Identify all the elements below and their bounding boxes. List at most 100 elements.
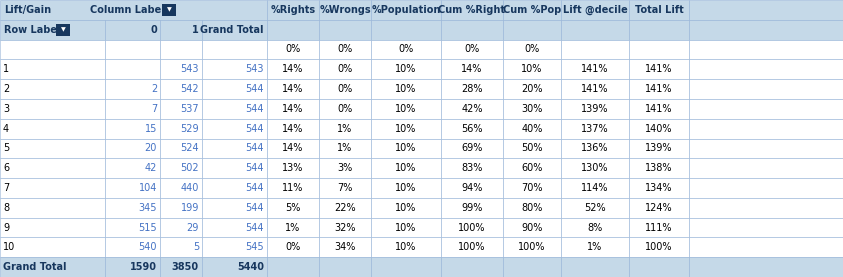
Bar bbox=[629, 99, 689, 119]
Bar bbox=[441, 20, 503, 40]
Bar bbox=[371, 158, 441, 178]
Bar bbox=[503, 99, 561, 119]
Bar bbox=[105, 119, 160, 138]
Text: %Rights: %Rights bbox=[271, 5, 315, 15]
Bar bbox=[160, 59, 202, 79]
Text: 537: 537 bbox=[180, 104, 199, 114]
Bar bbox=[629, 59, 689, 79]
Text: 11%: 11% bbox=[282, 183, 303, 193]
Bar bbox=[561, 99, 629, 119]
Bar bbox=[503, 218, 561, 237]
Text: 28%: 28% bbox=[461, 84, 483, 94]
Text: 0%: 0% bbox=[286, 242, 301, 252]
Text: 0%: 0% bbox=[337, 45, 352, 55]
Bar bbox=[629, 40, 689, 59]
Text: 40%: 40% bbox=[521, 124, 543, 134]
Text: 80%: 80% bbox=[521, 203, 543, 213]
Text: 138%: 138% bbox=[645, 163, 673, 173]
Bar bbox=[561, 158, 629, 178]
Text: 9: 9 bbox=[3, 222, 9, 232]
Text: 540: 540 bbox=[138, 242, 157, 252]
Bar bbox=[561, 40, 629, 59]
Text: 69%: 69% bbox=[461, 143, 483, 153]
Bar bbox=[629, 237, 689, 257]
Bar bbox=[267, 178, 319, 198]
Text: 3: 3 bbox=[3, 104, 9, 114]
Text: 545: 545 bbox=[245, 242, 264, 252]
Text: 5: 5 bbox=[3, 143, 9, 153]
Text: Column Labels: Column Labels bbox=[90, 5, 170, 15]
Text: 199: 199 bbox=[180, 203, 199, 213]
Text: 1590: 1590 bbox=[130, 262, 157, 272]
Bar bbox=[371, 138, 441, 158]
Text: 34%: 34% bbox=[335, 242, 356, 252]
Bar bbox=[561, 59, 629, 79]
Bar bbox=[202, 178, 267, 198]
Text: 14%: 14% bbox=[282, 143, 303, 153]
Bar bbox=[629, 119, 689, 138]
Bar bbox=[689, 138, 843, 158]
Text: 13%: 13% bbox=[282, 163, 303, 173]
Bar bbox=[689, 119, 843, 138]
Text: 1: 1 bbox=[3, 64, 9, 74]
Bar bbox=[689, 99, 843, 119]
Bar bbox=[267, 59, 319, 79]
Bar bbox=[267, 138, 319, 158]
Text: 5%: 5% bbox=[285, 203, 301, 213]
Text: Total Lift: Total Lift bbox=[635, 5, 684, 15]
Text: 136%: 136% bbox=[582, 143, 609, 153]
Text: 14%: 14% bbox=[282, 84, 303, 94]
Bar bbox=[371, 218, 441, 237]
Bar bbox=[319, 218, 371, 237]
Bar bbox=[503, 237, 561, 257]
Bar bbox=[689, 257, 843, 277]
Bar bbox=[371, 178, 441, 198]
Bar bbox=[629, 178, 689, 198]
Text: 29: 29 bbox=[186, 222, 199, 232]
Bar bbox=[160, 138, 202, 158]
Text: 10%: 10% bbox=[395, 222, 416, 232]
Text: 104: 104 bbox=[138, 183, 157, 193]
Bar bbox=[441, 198, 503, 218]
Bar bbox=[267, 158, 319, 178]
Text: 134%: 134% bbox=[645, 183, 673, 193]
Bar bbox=[162, 4, 176, 16]
Bar bbox=[0, 20, 105, 40]
Text: 22%: 22% bbox=[334, 203, 356, 213]
Text: 10%: 10% bbox=[395, 242, 416, 252]
Bar bbox=[0, 178, 105, 198]
Bar bbox=[0, 138, 105, 158]
Bar bbox=[371, 40, 441, 59]
Bar bbox=[689, 198, 843, 218]
Bar bbox=[202, 79, 267, 99]
Text: 90%: 90% bbox=[521, 222, 543, 232]
Text: 10%: 10% bbox=[521, 64, 543, 74]
Bar bbox=[503, 20, 561, 40]
Bar bbox=[160, 119, 202, 138]
Bar bbox=[267, 99, 319, 119]
Bar bbox=[267, 218, 319, 237]
Bar bbox=[503, 198, 561, 218]
Bar bbox=[267, 79, 319, 99]
Text: 70%: 70% bbox=[521, 183, 543, 193]
Text: 32%: 32% bbox=[335, 222, 356, 232]
Text: 15: 15 bbox=[145, 124, 157, 134]
Text: Cum %Right: Cum %Right bbox=[438, 5, 506, 15]
Bar bbox=[629, 257, 689, 277]
Bar bbox=[629, 218, 689, 237]
Bar bbox=[561, 237, 629, 257]
Bar bbox=[267, 20, 319, 40]
Bar bbox=[561, 20, 629, 40]
Bar bbox=[441, 59, 503, 79]
Text: 10%: 10% bbox=[395, 84, 416, 94]
Bar bbox=[503, 79, 561, 99]
Text: 543: 543 bbox=[245, 64, 264, 74]
Bar bbox=[561, 138, 629, 158]
Bar bbox=[0, 79, 105, 99]
Text: 100%: 100% bbox=[518, 242, 545, 252]
Text: 7%: 7% bbox=[337, 183, 352, 193]
Text: 0: 0 bbox=[150, 25, 157, 35]
Bar bbox=[441, 257, 503, 277]
Bar bbox=[629, 0, 689, 20]
Bar bbox=[441, 79, 503, 99]
